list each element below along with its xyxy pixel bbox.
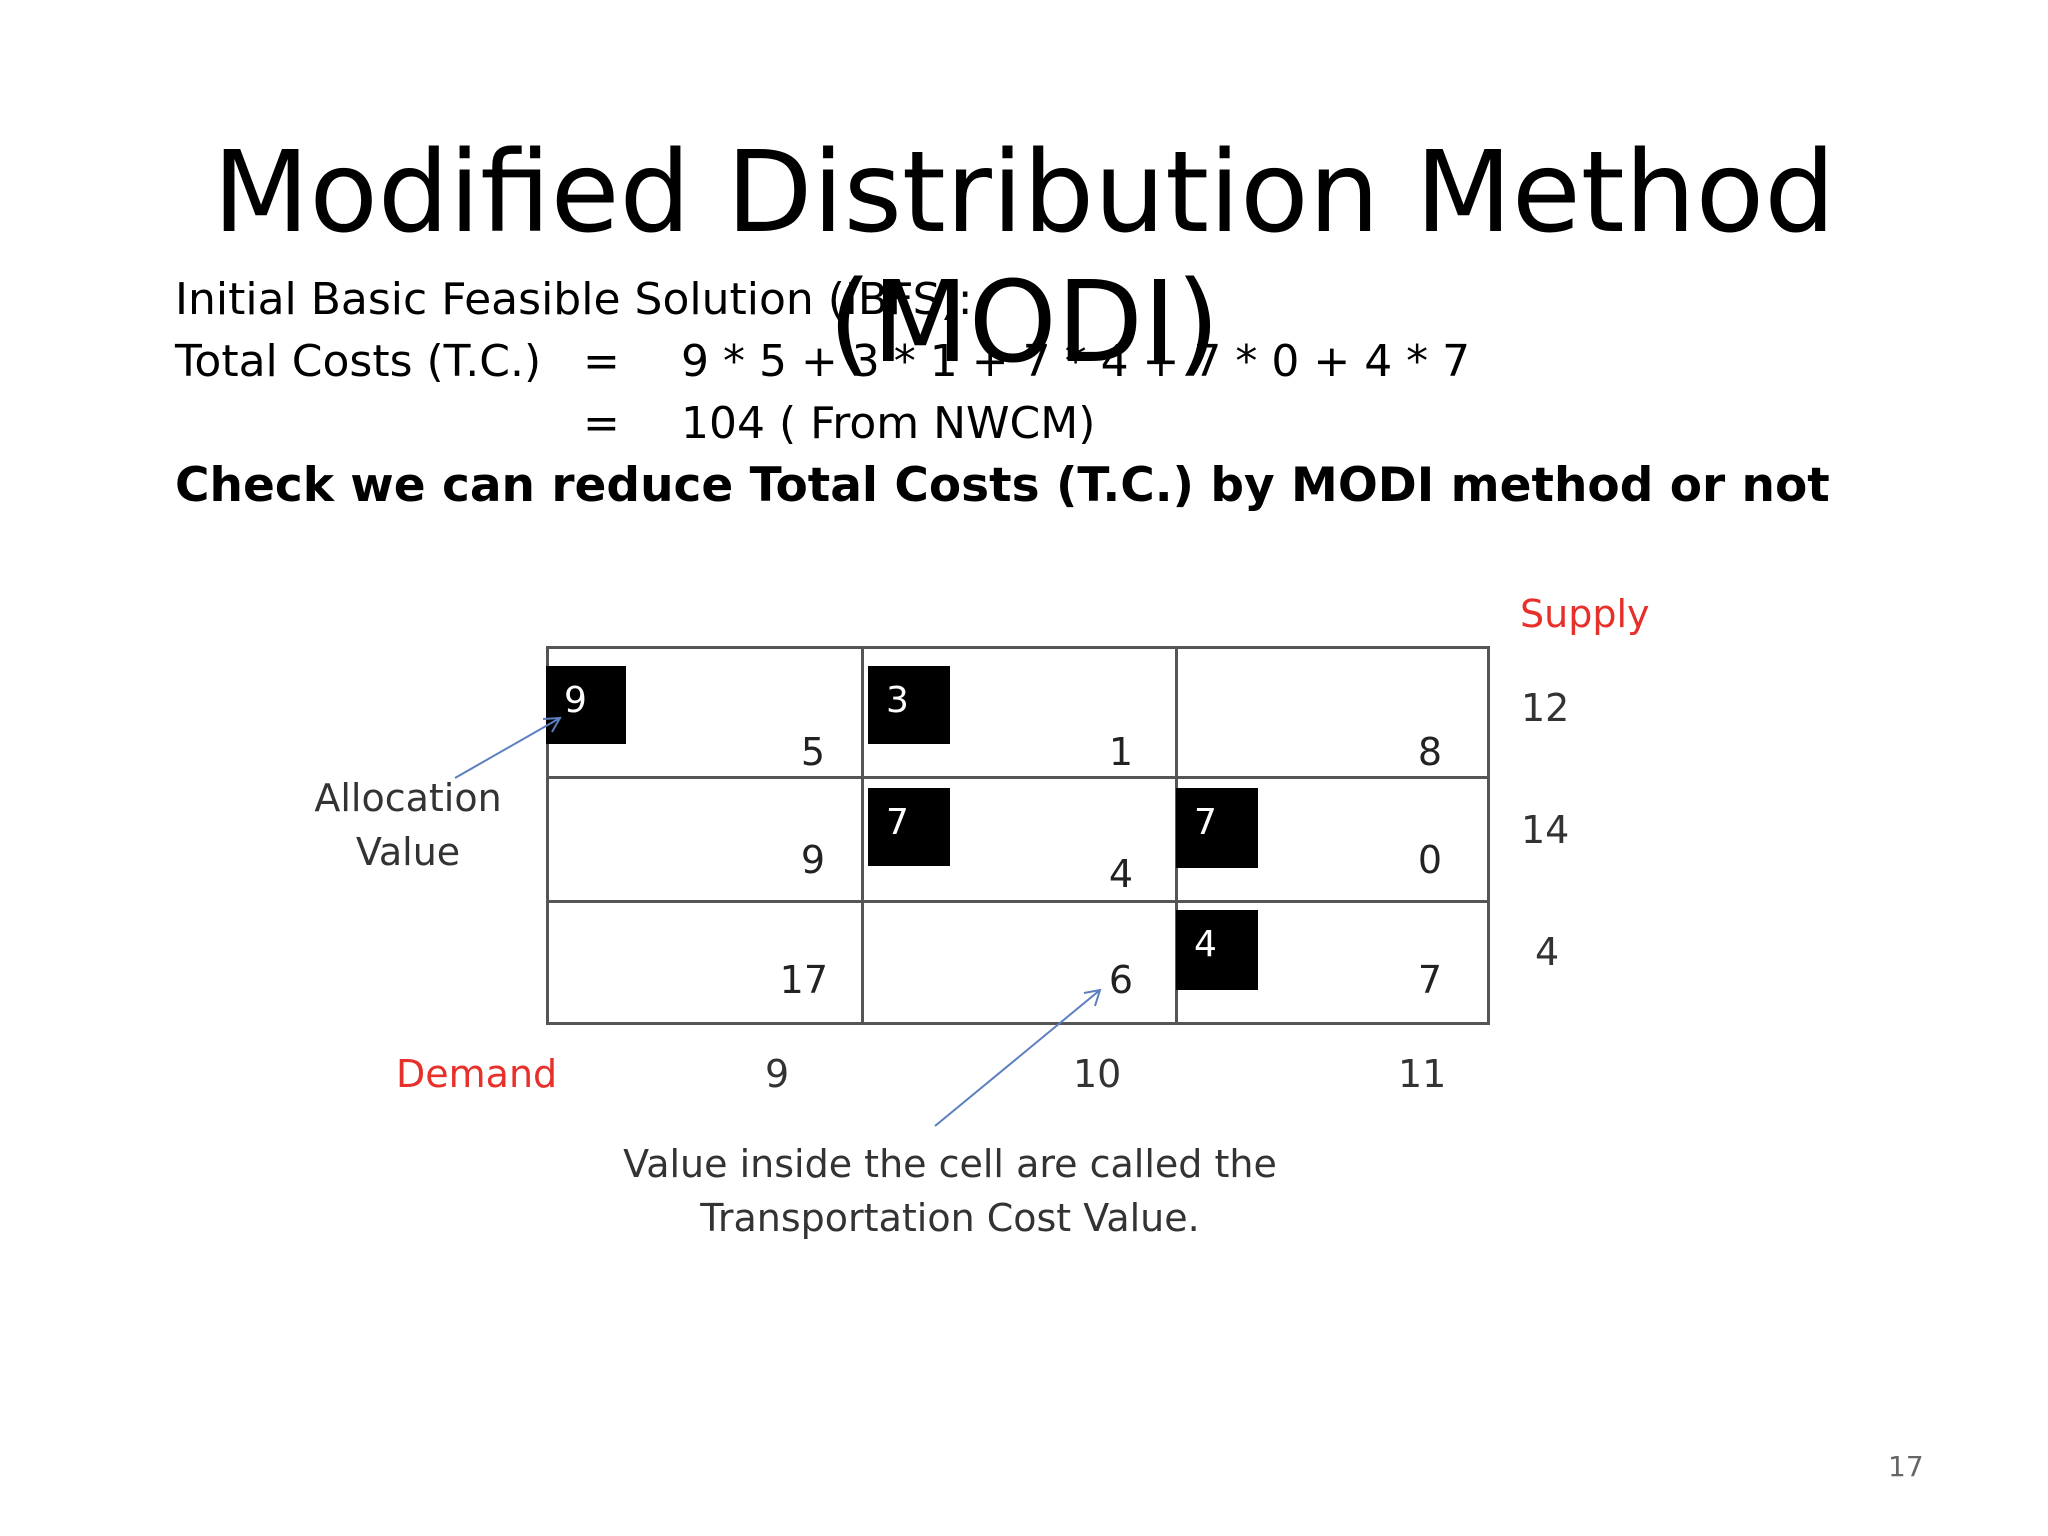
- grid-line-top: [546, 646, 1490, 649]
- grid-line-bottom: [546, 1022, 1490, 1025]
- demand-label: Demand: [396, 1052, 558, 1096]
- cost-cell-1-2: 1: [1108, 730, 1133, 774]
- cost-cell-3-1: 17: [779, 958, 828, 1002]
- cost-cell-1-1: 5: [800, 730, 825, 774]
- equals-sign-1: =: [583, 336, 620, 387]
- grid-line-row1: [546, 776, 1490, 779]
- supply-value-1: 12: [1521, 686, 1570, 730]
- total-cost-label: Total Costs (T.C.): [175, 336, 542, 387]
- grid-line-col1: [861, 646, 864, 1025]
- supply-value-3: 4: [1535, 930, 1560, 974]
- allocation-arrow-line: [454, 717, 561, 779]
- allocation-arrow-head: [542, 716, 562, 733]
- allocation-cell-1-2: 3: [868, 666, 950, 744]
- allocation-cell-2-2: 7: [868, 788, 950, 866]
- ibfs-heading: Initial Basic Feasible Solution (IBFS):: [175, 274, 973, 325]
- allocation-annotation-line2: Value: [355, 830, 461, 874]
- supply-label: Supply: [1520, 592, 1650, 636]
- cost-annotation-line1: Value inside the cell are called the: [623, 1142, 1277, 1186]
- cost-cell-1-3: 8: [1417, 730, 1442, 774]
- demand-value-3: 11: [1398, 1052, 1447, 1096]
- supply-value-2: 14: [1521, 808, 1570, 852]
- grid-line-col3: [1487, 646, 1490, 1025]
- cost-cell-3-3: 7: [1417, 958, 1442, 1002]
- slide-title: Modified Distribution Method (MODI): [212, 128, 1836, 388]
- cost-cell-2-1: 9: [800, 838, 825, 882]
- grid-line-col0: [546, 646, 549, 1025]
- cost-arrow-head: [1083, 988, 1102, 1007]
- cost-cell-2-3: 0: [1417, 838, 1442, 882]
- grid-line-row2: [546, 900, 1490, 903]
- allocation-annotation-line1: Allocation: [314, 776, 502, 820]
- cost-expression: 9 * 5 + 3 * 1 + 7 * 4 + 7 * 0 + 4 * 7: [681, 336, 1471, 387]
- allocation-cell-1-1: 9: [546, 666, 626, 744]
- cost-cell-2-2: 4: [1108, 852, 1133, 896]
- page-number: 17: [1888, 1450, 1924, 1483]
- allocation-cell-3-3: 4: [1176, 910, 1258, 990]
- cost-arrow-line: [934, 989, 1101, 1127]
- cost-result: 104 ( From NWCM): [681, 398, 1096, 449]
- demand-value-1: 9: [765, 1052, 790, 1096]
- demand-value-2: 10: [1073, 1052, 1122, 1096]
- allocation-cell-2-3: 7: [1176, 788, 1258, 868]
- check-instruction: Check we can reduce Total Costs (T.C.) b…: [175, 458, 1830, 513]
- cost-annotation-line2: Transportation Cost Value.: [700, 1196, 1200, 1240]
- equals-sign-2: =: [583, 398, 620, 449]
- cost-cell-3-2: 6: [1108, 958, 1133, 1002]
